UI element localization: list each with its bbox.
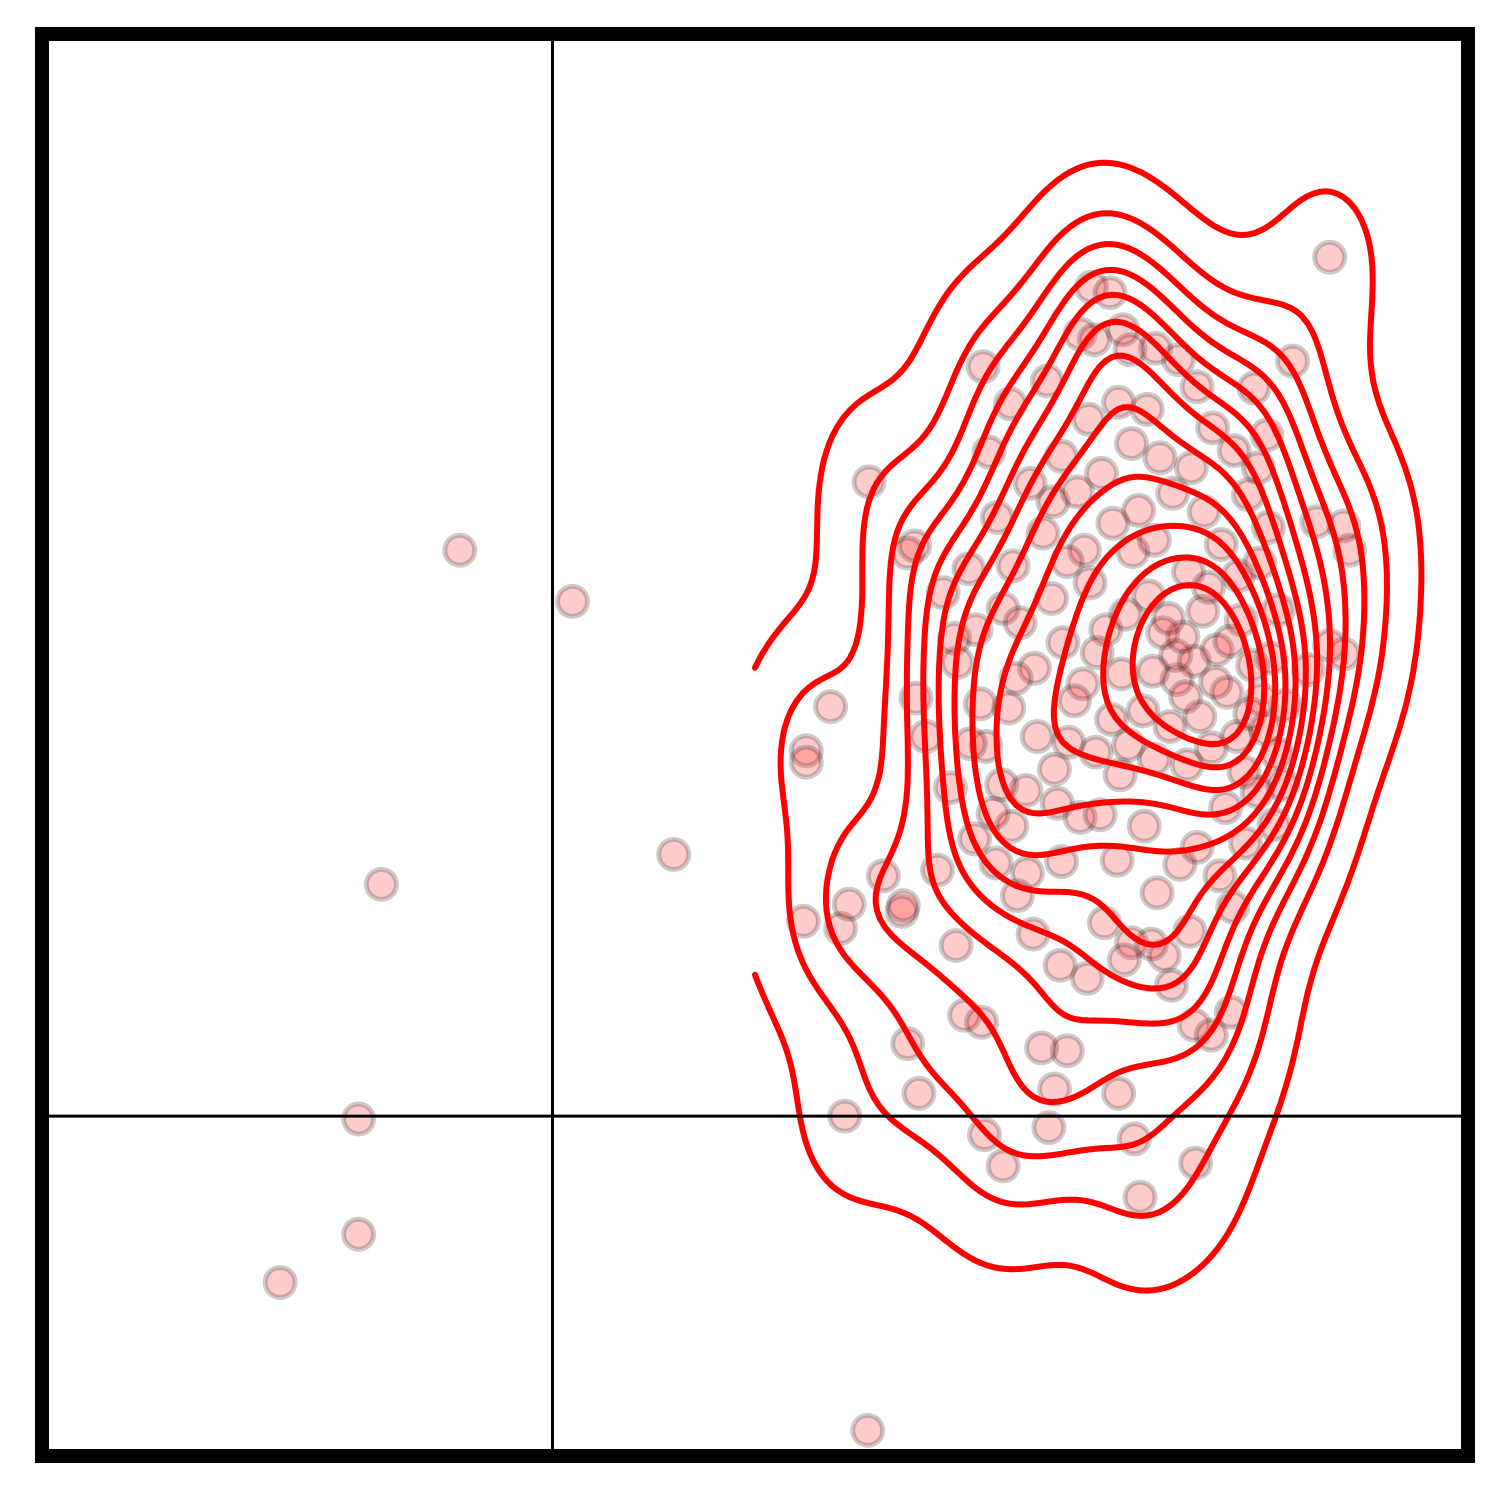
data-point	[994, 808, 1030, 844]
density-contour-line	[993, 473, 1289, 818]
data-point	[1095, 505, 1131, 541]
data-point	[1139, 875, 1175, 911]
data-point	[1209, 674, 1245, 710]
data-point	[1182, 699, 1218, 735]
data-point	[1066, 532, 1102, 568]
data-point	[1042, 947, 1078, 983]
data-point	[341, 1216, 377, 1252]
data-point	[1101, 384, 1137, 420]
data-point	[978, 845, 1014, 881]
density-contour-line	[752, 159, 1425, 1294]
data-point	[1114, 426, 1149, 461]
data-point	[1159, 662, 1195, 698]
data-point	[1199, 632, 1235, 668]
density-contour-line	[872, 266, 1349, 1106]
data-point	[1037, 751, 1072, 787]
data-point	[1122, 1179, 1158, 1215]
data-point	[1158, 637, 1194, 673]
data-point	[1076, 322, 1112, 358]
data-point	[884, 893, 920, 929]
data-point	[442, 532, 478, 568]
density-contour-line	[969, 404, 1299, 859]
data-point	[1082, 797, 1118, 833]
density-contours	[752, 159, 1425, 1294]
data-point	[1049, 1033, 1085, 1069]
data-point	[788, 744, 824, 780]
data-point	[363, 866, 399, 902]
data-point	[1145, 615, 1181, 651]
density-contour-line	[777, 210, 1390, 1219]
data-point	[1142, 440, 1178, 476]
data-point	[555, 583, 590, 619]
data-point	[1008, 773, 1044, 808]
data-point	[1151, 600, 1186, 636]
data-point	[1104, 656, 1139, 692]
data-point	[1176, 643, 1212, 679]
data-point	[262, 1265, 298, 1300]
data-point	[1198, 664, 1234, 700]
data-point	[1121, 492, 1157, 528]
data-point	[1065, 666, 1101, 702]
data-point	[1125, 693, 1161, 729]
data-point	[1084, 455, 1119, 491]
data-point	[1126, 808, 1162, 844]
density-contour-line	[935, 318, 1321, 992]
density-contour-line	[1100, 554, 1268, 771]
data-point	[885, 888, 921, 924]
data-point	[1031, 1110, 1067, 1145]
density-contour-line	[951, 352, 1309, 948]
data-point	[341, 1101, 377, 1137]
data-point	[813, 689, 849, 725]
data-point	[788, 733, 824, 769]
data-point	[1059, 474, 1095, 510]
data-point	[1168, 679, 1204, 715]
density-contour-line	[1050, 522, 1279, 793]
data-point	[1312, 239, 1348, 275]
data-point	[1165, 619, 1201, 655]
data-point	[1024, 1030, 1060, 1066]
data-point	[1106, 942, 1142, 978]
data-point	[1019, 719, 1055, 754]
density-contour-line	[920, 291, 1333, 1027]
data-point	[1161, 342, 1196, 378]
data-point	[1056, 683, 1092, 719]
data-point	[831, 886, 867, 922]
data-point	[1135, 653, 1171, 689]
data-point	[656, 837, 692, 872]
data-point	[1101, 1075, 1137, 1111]
data-point	[901, 1075, 937, 1111]
data-point	[1185, 593, 1221, 629]
density-contour-line	[1129, 582, 1255, 748]
data-point	[1069, 960, 1105, 996]
data-point	[850, 1412, 886, 1448]
data-point	[1017, 650, 1052, 686]
plot-frame	[35, 27, 1475, 1463]
data-point	[985, 1148, 1021, 1184]
data-point	[938, 928, 974, 963]
